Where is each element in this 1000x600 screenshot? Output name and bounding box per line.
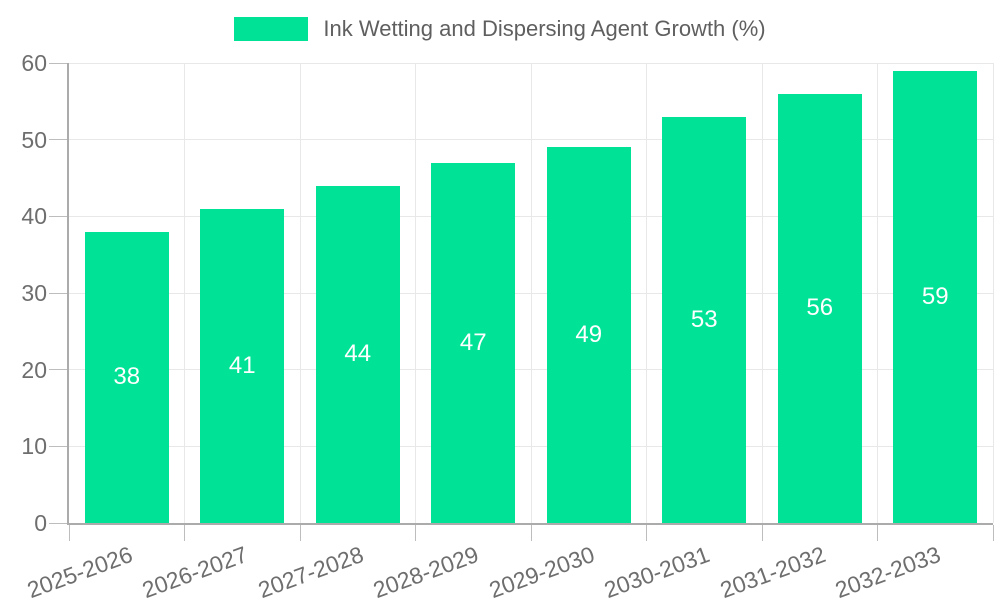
y-tick-label: 10 (21, 433, 47, 460)
x-axis-tick (877, 525, 878, 541)
gridline-vertical (299, 63, 301, 523)
y-axis-tick (49, 215, 67, 217)
bar: 44 (315, 185, 400, 523)
x-axis-tick (646, 525, 647, 541)
gridline-vertical (646, 63, 647, 523)
y-tick-label: 20 (21, 356, 47, 383)
bar: 49 (546, 147, 631, 523)
x-category-label: 2028-2029 (369, 541, 483, 600)
gridline-vertical (877, 63, 878, 523)
bar: 59 (893, 70, 978, 523)
bar-value-label: 49 (575, 321, 603, 349)
bar-value-label: 44 (344, 340, 372, 368)
bar-value-label: 41 (228, 351, 256, 379)
bar-value-label: 47 (459, 328, 487, 356)
x-axis-tick (761, 525, 763, 541)
x-category-label: 2025-2026 (23, 541, 136, 600)
x-axis-tick (992, 525, 994, 541)
bar: 53 (662, 116, 747, 523)
y-tick-label: 60 (21, 50, 47, 76)
gridline-vertical (530, 63, 532, 523)
y-axis-line (67, 63, 69, 525)
y-tick-label: 40 (21, 203, 47, 230)
gridline-vertical (184, 63, 185, 523)
bar-value-label: 53 (690, 305, 718, 333)
x-category-label: 2027-2028 (254, 541, 367, 600)
bar-value-label: 56 (806, 294, 834, 322)
gridline-vertical (415, 63, 416, 523)
x-axis-line (67, 523, 993, 525)
bar: 56 (777, 93, 862, 523)
y-tick-label: 0 (34, 510, 47, 536)
legend-item[interactable]: Ink Wetting and Dispersing Agent Growth … (234, 16, 766, 42)
legend-label: Ink Wetting and Dispersing Agent Growth … (323, 16, 766, 41)
x-axis-tick (184, 525, 185, 541)
y-axis-tick (49, 139, 67, 141)
bar-value-label: 59 (921, 282, 949, 310)
y-axis-tick (49, 62, 67, 64)
bar: 38 (84, 231, 169, 523)
legend-swatch-icon (234, 17, 309, 41)
x-category-label: 2026-2027 (138, 541, 252, 600)
y-axis-tick (49, 522, 67, 524)
bar: 41 (200, 208, 285, 523)
gridline-vertical (761, 63, 763, 523)
gridline-vertical (992, 63, 994, 523)
x-category-label: 2031-2032 (716, 541, 829, 600)
y-axis-tick (49, 369, 67, 371)
x-axis-tick (68, 525, 70, 541)
x-category-label: 2029-2030 (485, 541, 598, 600)
x-category-label: 2030-2031 (600, 541, 714, 600)
y-tick-label: 30 (21, 280, 47, 306)
y-axis-tick (49, 292, 67, 294)
x-axis-tick (530, 525, 532, 541)
x-category-label: 2032-2033 (831, 541, 945, 600)
x-axis-tick (415, 525, 416, 541)
legend: Ink Wetting and Dispersing Agent Growth … (0, 16, 1000, 42)
x-axis-tick (299, 525, 301, 541)
bar-value-label: 38 (113, 363, 141, 391)
y-tick-label: 50 (21, 126, 47, 153)
y-axis-tick (49, 445, 67, 447)
bar: 47 (431, 162, 516, 523)
